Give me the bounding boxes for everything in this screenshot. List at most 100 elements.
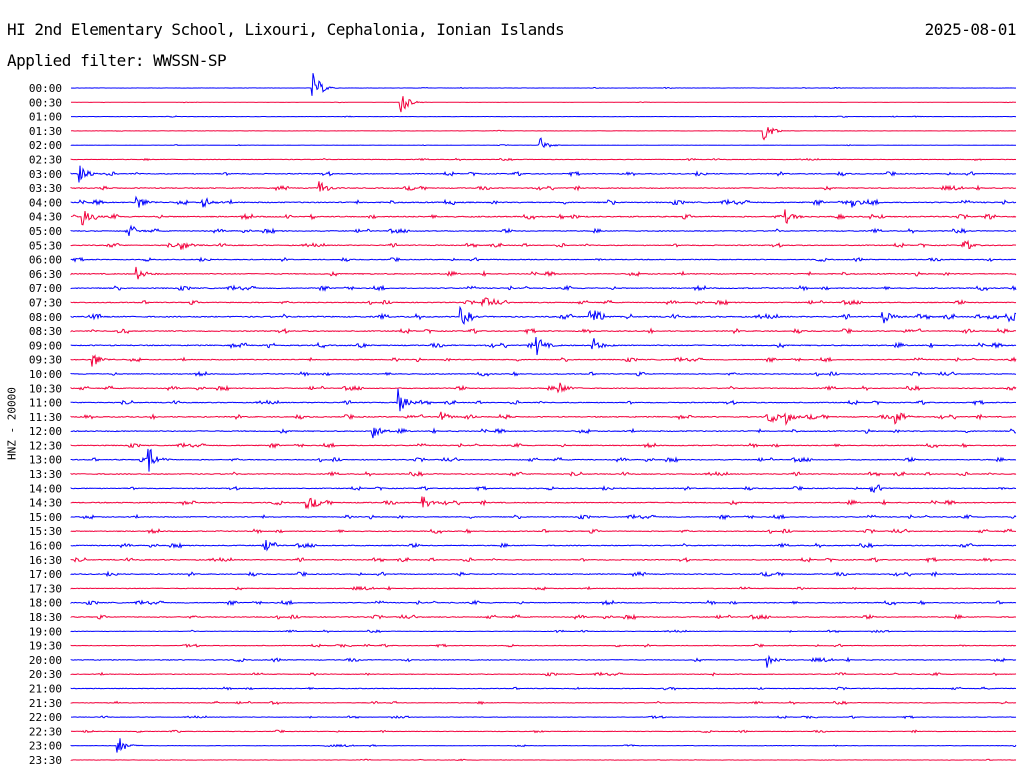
row-time-label: 23:00 <box>29 740 62 753</box>
row-time-label: 02:00 <box>29 139 62 152</box>
row-time-label: 06:30 <box>29 268 62 281</box>
row-time-label: 20:30 <box>29 668 62 681</box>
row-time-label: 01:00 <box>29 111 62 124</box>
row-time-label: 15:30 <box>29 525 62 538</box>
trace-line <box>70 654 1017 668</box>
trace-line <box>71 96 1016 113</box>
trace-line <box>71 715 1017 720</box>
row-time-label: 07:30 <box>29 296 62 309</box>
row-time-label: 09:30 <box>29 354 62 367</box>
row-time-label: 09:00 <box>29 339 62 352</box>
trace-line <box>70 165 1017 183</box>
row-time-label: 19:30 <box>29 640 62 653</box>
trace-line <box>70 686 1017 691</box>
trace-line <box>70 388 1017 412</box>
row-time-label: 06:00 <box>29 254 62 267</box>
row-time-label: 17:00 <box>29 568 62 581</box>
row-time-label: 12:30 <box>29 439 62 452</box>
trace-line <box>70 73 1017 96</box>
trace-line <box>70 411 1017 426</box>
trace-line <box>70 484 1017 494</box>
trace-line <box>70 758 1017 762</box>
trace-line <box>70 629 1017 634</box>
trace-line <box>70 382 1017 394</box>
row-time-label: 20:00 <box>29 654 62 667</box>
trace-line <box>70 427 1016 439</box>
row-time-label: 11:00 <box>29 397 62 410</box>
row-time-label: 10:30 <box>29 382 62 395</box>
row-time-label: 08:30 <box>29 325 62 338</box>
row-time-label: 22:00 <box>29 711 62 724</box>
trace-line <box>70 239 1017 251</box>
trace-line <box>70 570 1016 578</box>
row-time-label: 21:00 <box>29 683 62 696</box>
row-time-label: 04:00 <box>29 196 62 209</box>
row-time-label: 10:00 <box>29 368 62 381</box>
trace-line <box>70 181 1017 192</box>
row-time-label: 16:30 <box>29 554 62 567</box>
trace-line <box>70 539 1017 552</box>
row-time-label: 05:00 <box>29 225 62 238</box>
row-time-label: 03:00 <box>29 168 62 181</box>
trace-line <box>70 528 1016 535</box>
trace-line <box>70 224 1017 237</box>
trace-line <box>70 738 1017 753</box>
trace-line <box>70 137 1017 149</box>
trace-line <box>70 496 1017 510</box>
trace-line <box>70 305 1017 325</box>
trace-line <box>70 613 1016 621</box>
row-time-label: 17:30 <box>29 582 62 595</box>
trace-line <box>70 729 1017 734</box>
row-time-label: 13:30 <box>29 468 62 481</box>
row-time-label: 00:00 <box>29 82 62 95</box>
trace-line <box>70 599 1017 606</box>
row-time-label: 00:30 <box>29 96 62 109</box>
trace-line <box>70 671 1017 677</box>
trace-line <box>70 556 1016 564</box>
row-time-label: 18:00 <box>29 597 62 610</box>
row-time-label: 14:30 <box>29 497 62 510</box>
row-time-label: 12:00 <box>29 425 62 438</box>
trace-line <box>70 585 1017 591</box>
row-time-label: 18:30 <box>29 611 62 624</box>
row-time-label: 08:00 <box>29 311 62 324</box>
trace-line <box>70 157 1017 162</box>
row-time-label: 07:00 <box>29 282 62 295</box>
trace-line <box>70 297 1017 308</box>
station-title: HI 2nd Elementary School, Lixouri, Cepha… <box>7 20 565 39</box>
trace-line <box>70 127 1017 141</box>
row-time-label: 13:00 <box>29 454 62 467</box>
trace-line <box>70 284 1017 292</box>
trace-line <box>70 470 1017 477</box>
row-time-label: 02:30 <box>29 153 62 166</box>
row-time-label: 03:30 <box>29 182 62 195</box>
filter-label: Applied filter: WWSSN-SP <box>7 51 227 70</box>
trace-line <box>70 513 1017 521</box>
trace-line <box>70 370 1016 377</box>
row-time-label: 11:30 <box>29 411 62 424</box>
row-time-label: 15:00 <box>29 511 62 524</box>
trace-line <box>70 256 1017 263</box>
trace-line <box>70 336 1017 356</box>
row-time-label: 19:00 <box>29 625 62 638</box>
row-time-label: 16:00 <box>29 540 62 553</box>
trace-line <box>70 643 1017 649</box>
row-time-label: 14:00 <box>29 482 62 495</box>
row-time-label: 05:30 <box>29 239 62 252</box>
row-time-label: 21:30 <box>29 697 62 710</box>
row-time-label: 01:30 <box>29 125 62 138</box>
plot-date: 2025-08-01 <box>924 20 1017 39</box>
trace-line <box>70 327 1016 335</box>
trace-line <box>70 209 1017 226</box>
row-time-label: 23:30 <box>29 754 62 767</box>
trace-line <box>70 354 1017 367</box>
trace-line <box>70 700 1017 706</box>
trace-line <box>71 115 1017 118</box>
trace-line <box>70 442 1017 449</box>
trace-line <box>70 448 1017 472</box>
trace-line <box>70 195 1017 208</box>
trace-line <box>70 266 1017 280</box>
row-time-label: 04:30 <box>29 211 62 224</box>
row-time-label: 22:30 <box>29 725 62 738</box>
